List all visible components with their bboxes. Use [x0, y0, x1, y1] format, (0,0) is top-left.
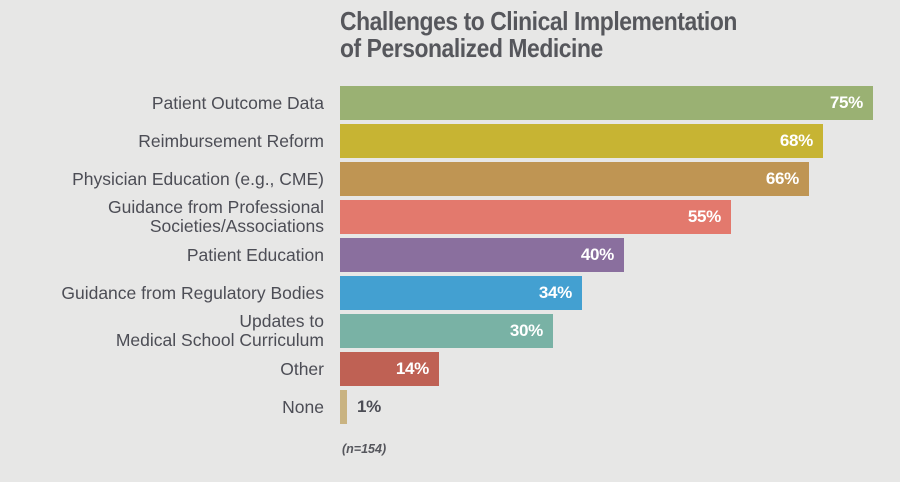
category-label: Patient Outcome Data	[151, 92, 324, 113]
bar: 68%	[340, 124, 823, 158]
bar: 55%	[340, 200, 731, 234]
category-label: Physician Education (e.g., CME)	[72, 168, 324, 189]
bar-value-label: 40%	[580, 245, 614, 264]
category-label: Guidance from Professional Societies/Asso…	[108, 197, 324, 236]
bar-value-label: 14%	[395, 359, 429, 378]
chart-title-line1: Challenges to Clinical Implementation	[340, 6, 737, 36]
bar-row: Other 14%	[0, 352, 900, 386]
bar-value-label: 68%	[779, 131, 813, 150]
bar-value-label: 66%	[765, 169, 799, 188]
bar-row: Guidance from Professional Societies/Asso…	[0, 197, 900, 236]
bar-value-label: 1%	[357, 397, 381, 416]
bar-row: Patient Outcome Data 75%	[0, 86, 900, 120]
bar: 34%	[340, 276, 582, 310]
bar-row: Updates to Medical School Curriculum 30%	[0, 311, 900, 350]
category-label: Updates to Medical School Curriculum	[115, 311, 324, 350]
bar-value-label: 75%	[829, 93, 863, 112]
bar: 40%	[340, 238, 624, 272]
sample-size-footnote: (n=154)	[342, 442, 387, 456]
bar-rows: Patient Outcome Data 75% Reimbursement Ref…	[0, 86, 900, 428]
category-label: Other	[280, 358, 324, 379]
category-label: Patient Education	[186, 244, 324, 265]
bar-value-label: 30%	[509, 321, 543, 340]
bar-value-label: 34%	[538, 283, 572, 302]
bar: 30%	[340, 314, 553, 348]
category-label: Guidance from Regulatory Bodies	[61, 282, 324, 303]
bar-row: Reimbursement Reform 68%	[0, 124, 900, 158]
bar: 75%	[340, 86, 873, 120]
bar-row: Physician Education (e.g., CME) 66%	[0, 162, 900, 196]
bar	[340, 390, 347, 424]
bar-row: Patient Education 40%	[0, 238, 900, 272]
bar-value-label: 55%	[687, 207, 721, 226]
bar: 14%	[340, 352, 439, 386]
chart-title: Challenges to Clinical Implementation of…	[340, 8, 737, 62]
category-label: None	[282, 396, 324, 417]
bar: 66%	[340, 162, 809, 196]
chart-title-line2: of Personalized Medicine	[340, 33, 603, 63]
category-label: Reimbursement Reform	[138, 130, 324, 151]
bar-row: None 1%	[0, 390, 900, 424]
bar-row: Guidance from Regulatory Bodies 34%	[0, 276, 900, 310]
